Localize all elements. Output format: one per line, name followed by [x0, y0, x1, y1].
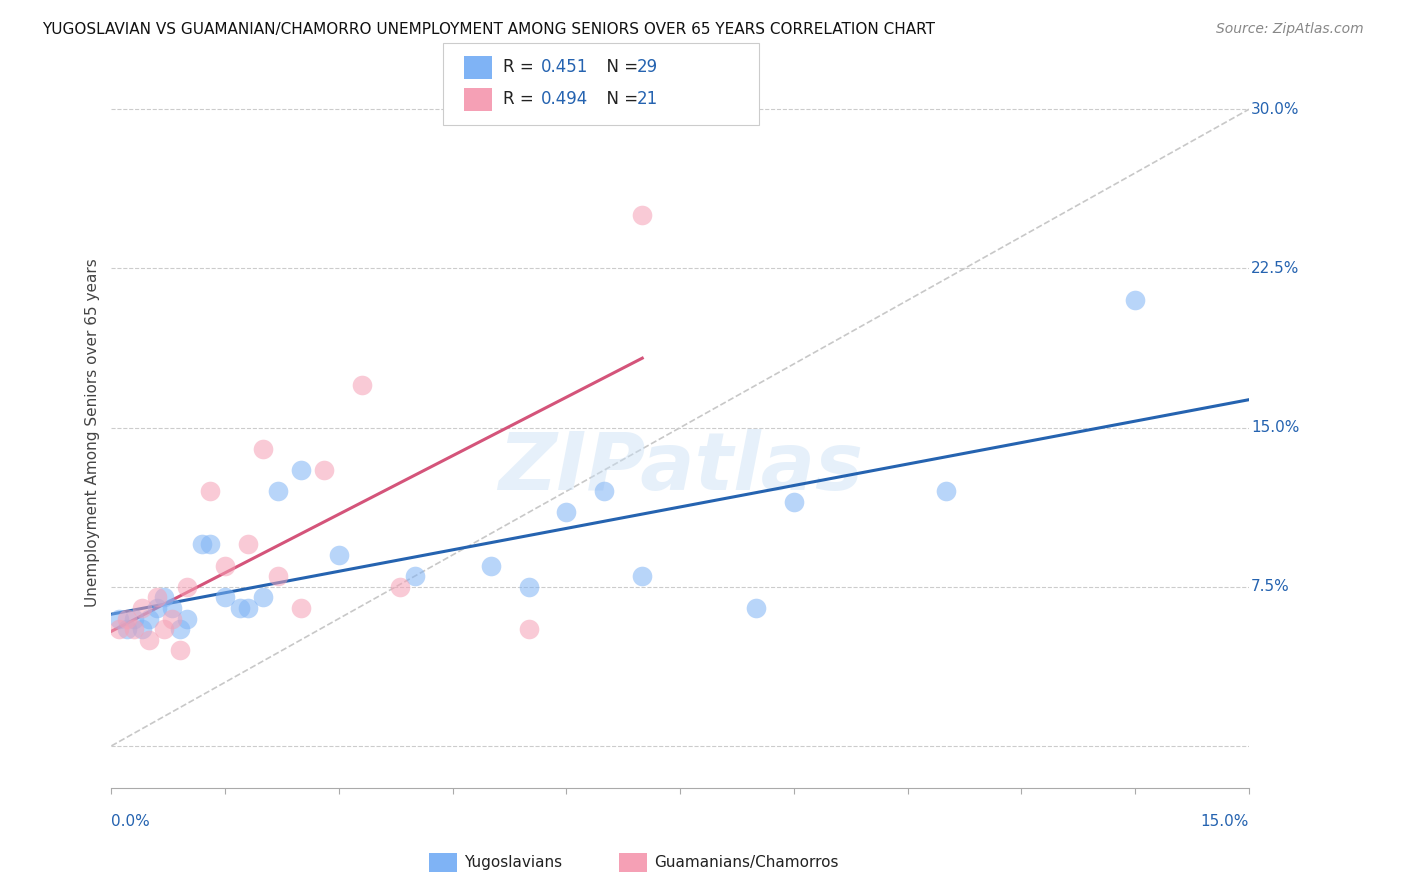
Point: [108, 611, 131, 625]
Y-axis label: Unemployment Among Seniors over 65 years: Unemployment Among Seniors over 65 years: [86, 259, 100, 607]
Point: [517, 580, 540, 594]
Text: ZIPatlas: ZIPatlas: [498, 429, 863, 508]
Point: [328, 548, 350, 562]
Point: [631, 569, 654, 583]
Text: 0.494: 0.494: [541, 90, 589, 108]
Point: [153, 591, 176, 605]
Point: [214, 558, 236, 573]
Text: 15.0%: 15.0%: [1251, 420, 1299, 435]
Point: [115, 622, 138, 636]
Point: [198, 484, 221, 499]
Point: [555, 506, 578, 520]
Point: [169, 643, 191, 657]
Point: [312, 463, 335, 477]
Point: [479, 558, 502, 573]
Text: N =: N =: [596, 58, 644, 76]
Point: [138, 611, 160, 625]
Point: [122, 611, 145, 625]
Text: 7.5%: 7.5%: [1251, 579, 1289, 594]
Point: [108, 622, 131, 636]
Point: [214, 591, 236, 605]
Point: [198, 537, 221, 551]
Text: 30.0%: 30.0%: [1251, 102, 1299, 117]
Text: Source: ZipAtlas.com: Source: ZipAtlas.com: [1216, 22, 1364, 37]
Text: 29: 29: [637, 58, 658, 76]
Point: [138, 632, 160, 647]
Text: R =: R =: [503, 58, 540, 76]
Point: [517, 622, 540, 636]
Point: [267, 569, 290, 583]
Point: [631, 208, 654, 222]
Point: [350, 378, 373, 392]
Point: [176, 611, 198, 625]
Text: YUGOSLAVIAN VS GUAMANIAN/CHAMORRO UNEMPLOYMENT AMONG SENIORS OVER 65 YEARS CORRE: YUGOSLAVIAN VS GUAMANIAN/CHAMORRO UNEMPL…: [42, 22, 935, 37]
Text: Guamanians/Chamorros: Guamanians/Chamorros: [654, 855, 838, 870]
Text: 21: 21: [637, 90, 658, 108]
Point: [745, 601, 768, 615]
Text: 15.0%: 15.0%: [1201, 814, 1249, 829]
Point: [153, 622, 176, 636]
Text: N =: N =: [596, 90, 644, 108]
Point: [267, 484, 290, 499]
Text: R =: R =: [503, 90, 540, 108]
Point: [252, 591, 274, 605]
Point: [236, 537, 259, 551]
Point: [1123, 293, 1146, 308]
Text: 0.451: 0.451: [541, 58, 589, 76]
Text: 22.5%: 22.5%: [1251, 261, 1299, 276]
Point: [131, 601, 153, 615]
Point: [290, 463, 312, 477]
Point: [176, 580, 198, 594]
Point: [783, 495, 806, 509]
Point: [593, 484, 616, 499]
Point: [169, 622, 191, 636]
Point: [935, 484, 957, 499]
Point: [146, 591, 169, 605]
Point: [404, 569, 426, 583]
Point: [131, 622, 153, 636]
Point: [290, 601, 312, 615]
Point: [160, 601, 183, 615]
Point: [236, 601, 259, 615]
Point: [388, 580, 411, 594]
Point: [229, 601, 252, 615]
Point: [160, 611, 183, 625]
Text: 0.0%: 0.0%: [111, 814, 150, 829]
Point: [191, 537, 214, 551]
Point: [115, 611, 138, 625]
Text: Yugoslavians: Yugoslavians: [464, 855, 562, 870]
Point: [252, 442, 274, 456]
Point: [122, 622, 145, 636]
Point: [146, 601, 169, 615]
